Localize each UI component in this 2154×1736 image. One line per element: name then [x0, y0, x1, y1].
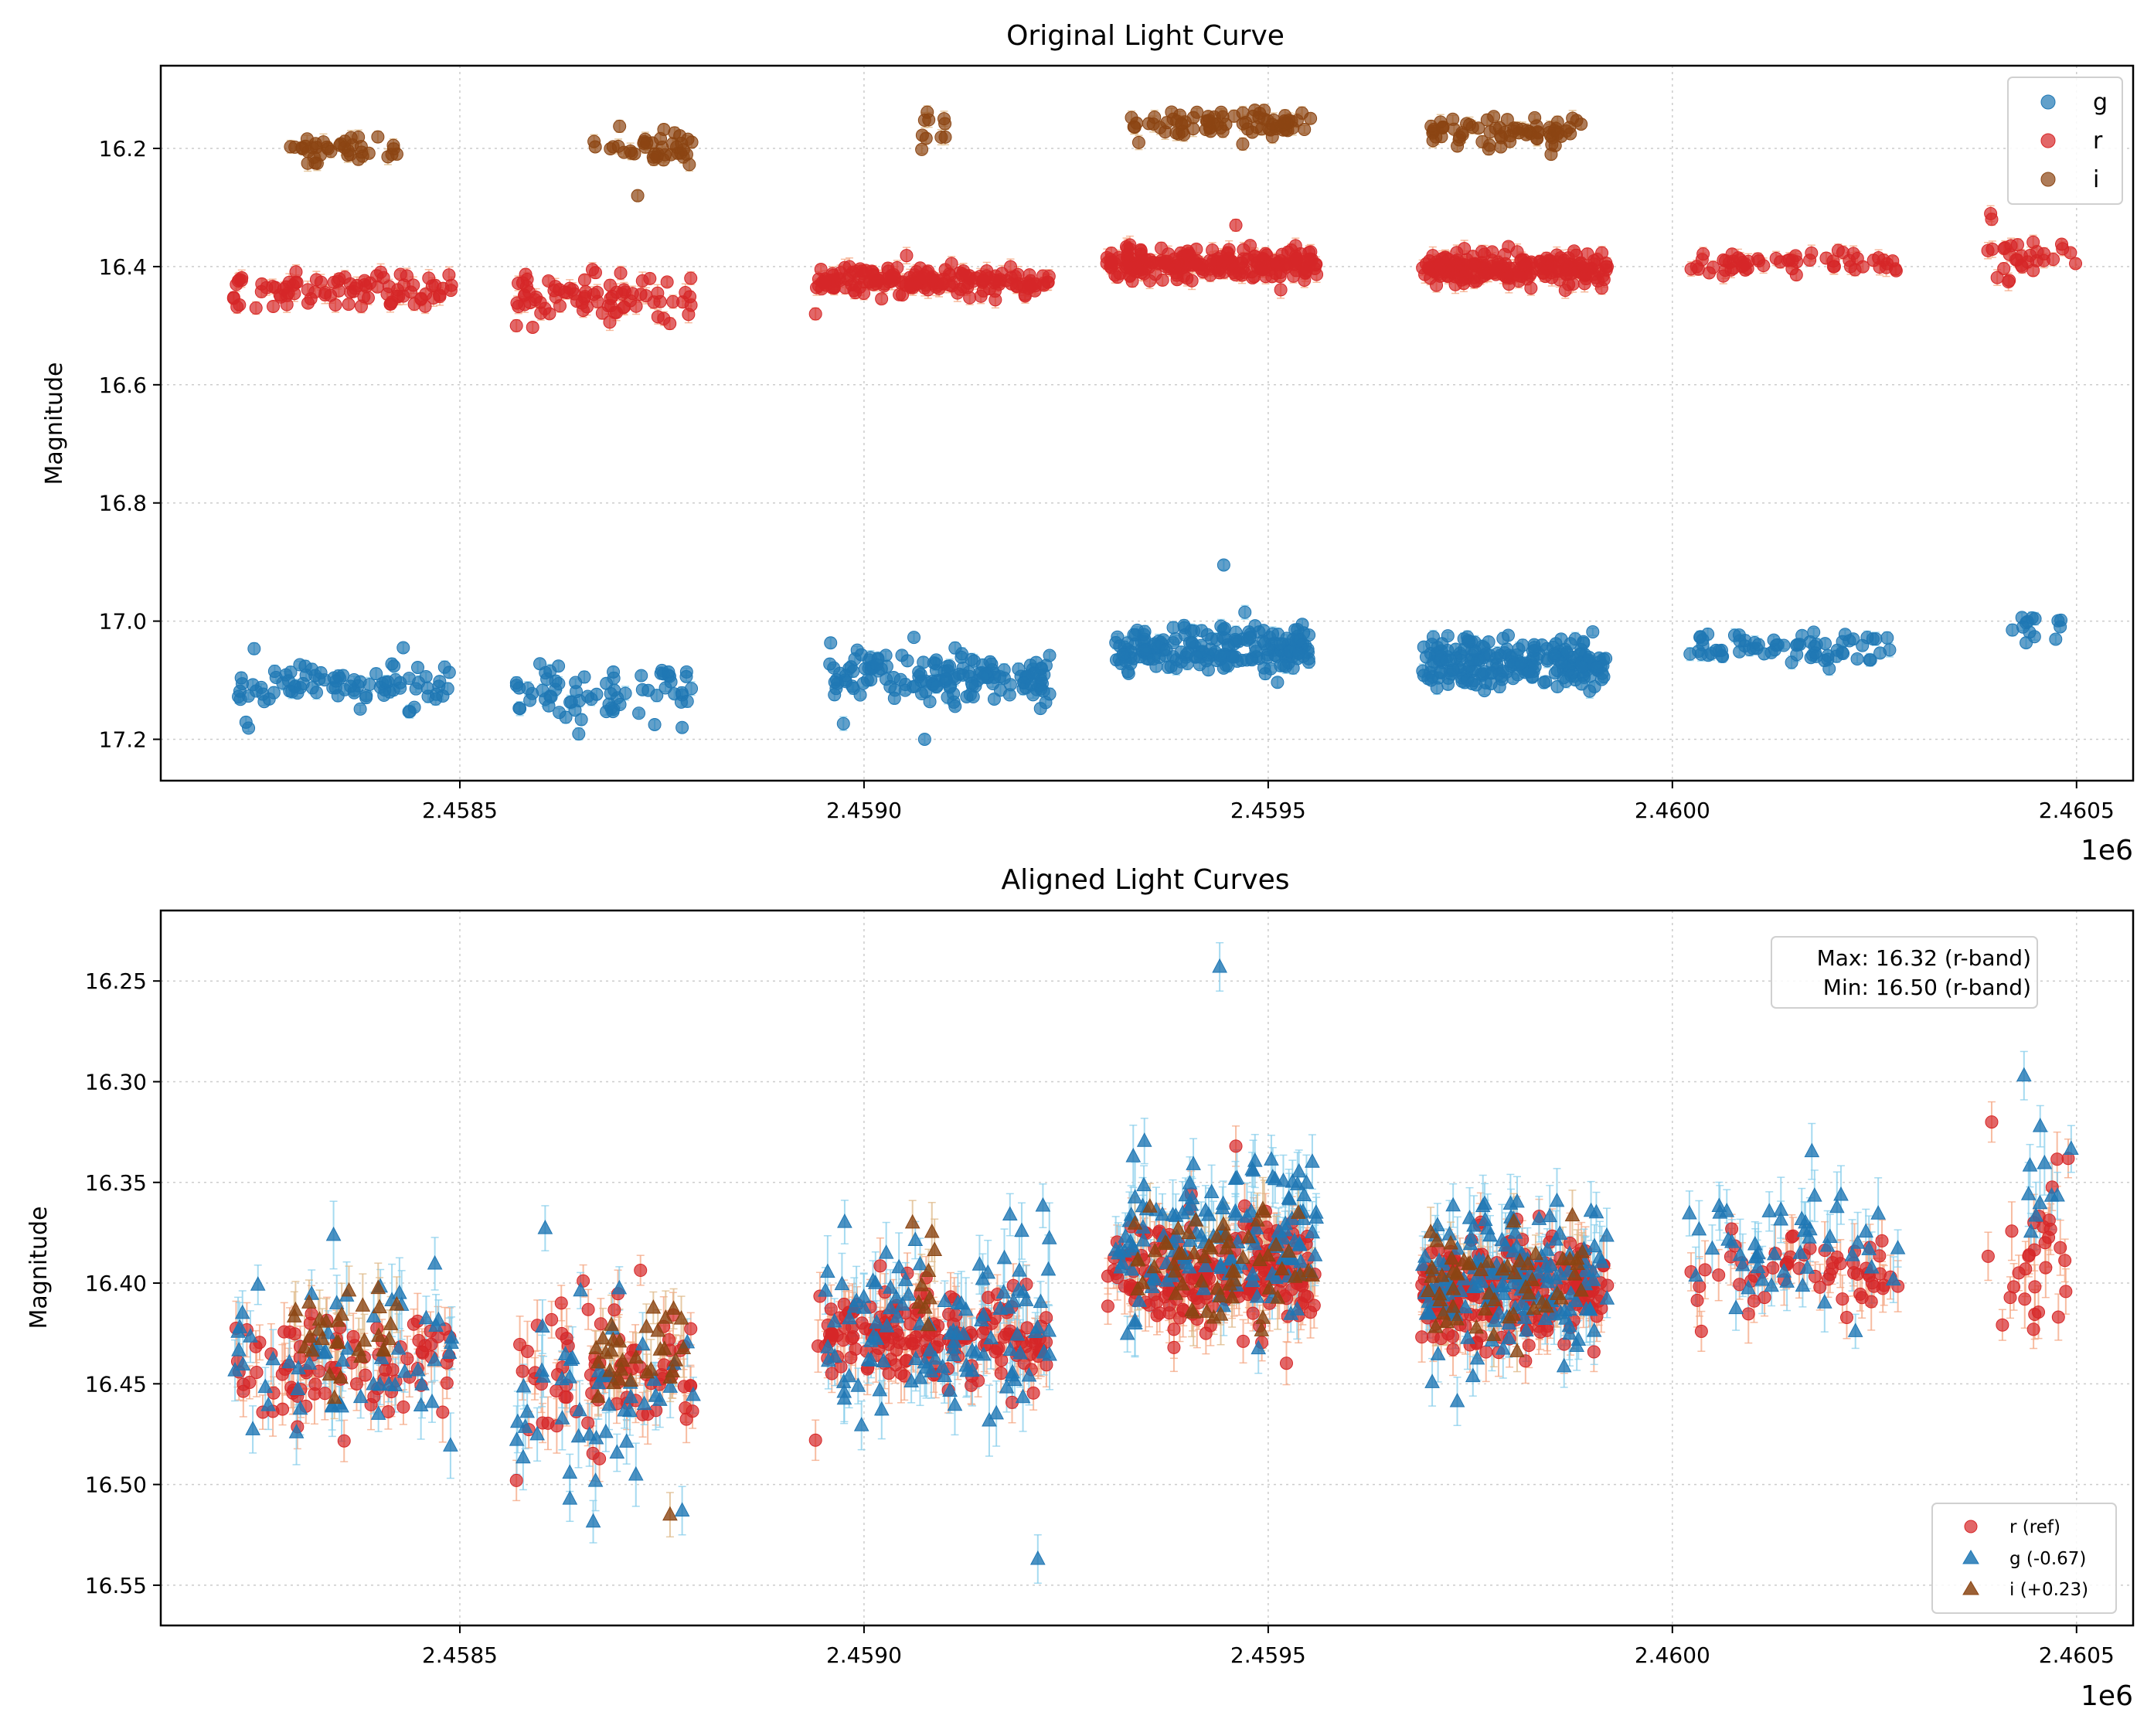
panel-title: Original Light Curve [1006, 20, 1285, 52]
original-light-curve-panel: Original Light Curve 2.4585 2.4590 2.4595 2… [41, 20, 2135, 866]
